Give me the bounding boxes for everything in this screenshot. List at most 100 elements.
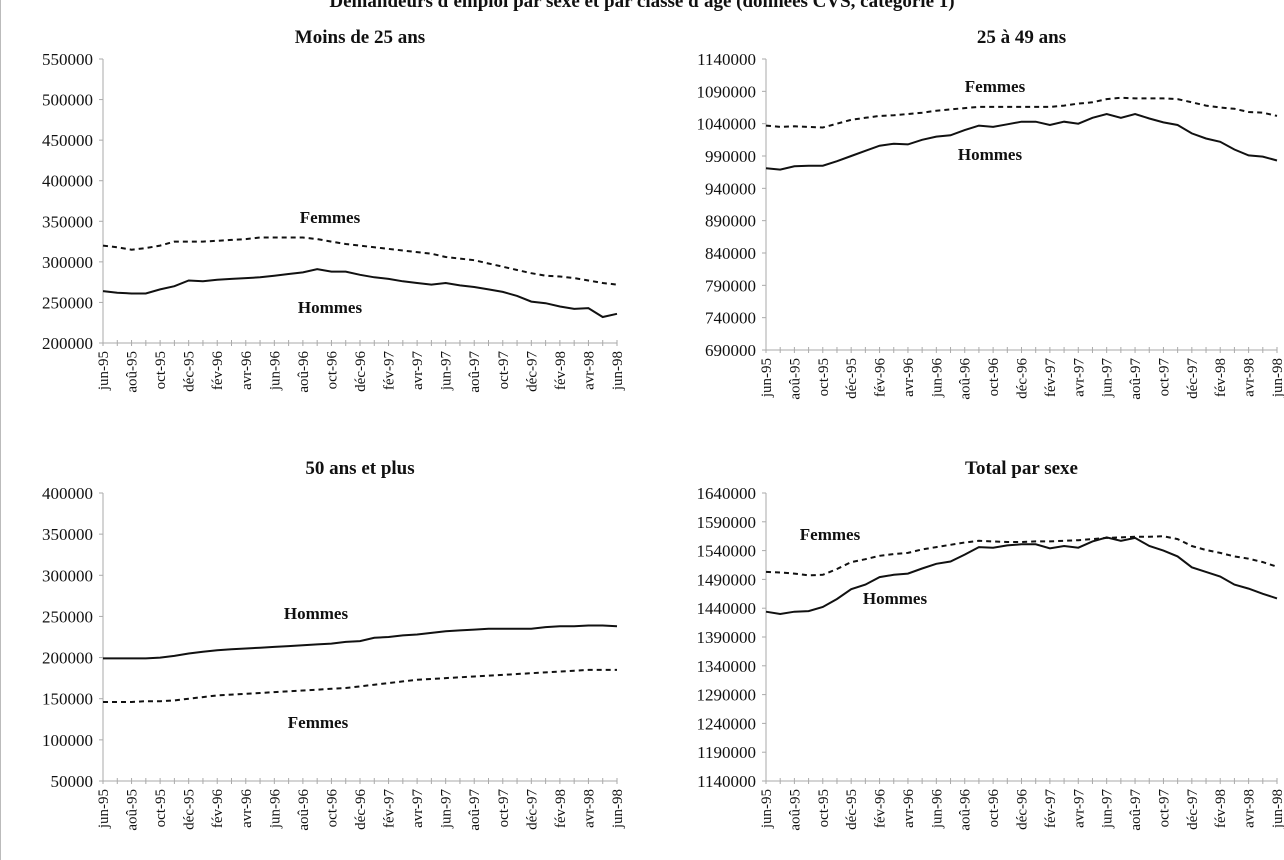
x-tick-label: avr-98 [1242,789,1258,828]
series-line-hommes [765,112,1278,171]
series-line-femmes [103,668,617,703]
x-tick-label: jun-97 [439,351,455,392]
x-tick-label: déc-95 [182,789,198,830]
y-tick-label: 890000 [705,212,756,231]
x-tick-label: aoû-97 [467,789,483,831]
x-tick-label: avr-96 [901,789,917,828]
y-tick-label: 150000 [42,690,93,709]
x-tick-label: jun-95 [759,789,775,829]
x-tick-label: oct-97 [496,351,512,390]
series-line-femmes [765,535,1278,577]
y-tick-label: 1490000 [697,570,757,589]
x-tick-label: aoû-95 [125,789,141,831]
y-tick-label: 1440000 [697,599,757,618]
y-tick-label: 1290000 [697,686,757,705]
y-tick-label: 1190000 [697,743,756,762]
series-line-hommes [102,268,618,319]
page-title: Demandeurs d'emploi par sexe et par clas… [329,0,955,12]
x-tick-label: oct-97 [1156,358,1172,397]
x-tick-label: fév-97 [382,351,398,391]
y-tick-label: 990000 [705,147,756,166]
x-tick-label: oct-95 [153,351,169,389]
x-tick-label: aoû-96 [296,351,312,393]
series-line-femmes [765,96,1278,129]
y-tick-label: 400000 [42,172,93,191]
y-tick-label: 450000 [42,131,93,150]
x-tick-label: déc-96 [353,351,369,392]
x-tick-label: jun-95 [96,351,112,391]
y-tick-label: 1040000 [697,115,757,134]
x-tick-label: oct-97 [1156,789,1172,828]
x-tick-label: jun-97 [439,789,455,830]
x-tick-label: oct-95 [816,789,832,827]
x-tick-label: oct-96 [986,358,1002,397]
y-tick-label: 690000 [705,341,756,360]
x-tick-label: oct-97 [496,789,512,828]
x-tick-label: avr-97 [1071,358,1087,397]
y-tick-label: 1090000 [697,82,757,101]
x-tick-label: déc-95 [844,789,860,830]
x-tick-label: avr-96 [239,789,255,828]
x-tick-label: aoû-95 [125,351,141,393]
x-tick-label: avr-96 [901,358,917,397]
series-label-hommes: Hommes [298,298,363,317]
x-tick-label: avr-96 [239,351,255,390]
y-tick-label: 50000 [51,772,94,791]
x-tick-label: déc-96 [1015,358,1031,399]
series-label-femmes: Femmes [965,77,1026,96]
chart-3: Total par sexe 1640000 1590000 1540000 14900… [697,458,1284,831]
chart-title: 25 à 49 ans [977,27,1066,48]
x-tick-label: oct-96 [986,789,1002,828]
x-tick-label: déc-97 [524,351,540,392]
series-line-femmes [102,236,618,286]
x-tick-label: aoû-95 [787,789,803,831]
y-tick-label: 400000 [42,484,93,503]
x-tick-label: jun-96 [929,358,945,399]
y-tick-label: 840000 [705,244,756,263]
y-tick-label: 1590000 [697,513,757,532]
x-tick-label: fév-98 [553,351,569,390]
series-line-hommes [765,536,1278,616]
x-tick-label: fév-96 [210,789,226,829]
series-label-femmes: Femmes [288,713,349,732]
x-tick-label: oct-95 [816,358,832,396]
x-tick-label: jun-98 [1270,358,1284,398]
x-tick-label: avr-97 [1071,789,1087,828]
y-tick-label: 300000 [42,253,93,272]
y-tick-label: 1540000 [697,542,757,561]
x-tick-label: oct-96 [324,789,340,828]
x-tick-label: avr-98 [1242,358,1258,397]
x-tick-label: fév-97 [382,789,398,829]
y-tick-label: 200000 [42,334,93,353]
y-tick-label: 740000 [705,309,756,328]
x-tick-label: déc-96 [1015,789,1031,830]
x-tick-label: déc-95 [182,351,198,392]
y-tick-label: 350000 [42,525,93,544]
x-tick-label: jun-96 [267,351,283,392]
x-tick-label: oct-95 [153,789,169,827]
chart-title: Total par sexe [965,458,1078,479]
chart-0: Moins de 25 ans 550000 500000 450000 400000 3… [42,27,626,393]
series-label-hommes: Hommes [863,589,928,608]
y-tick-label: 550000 [42,50,93,69]
x-tick-label: jun-95 [96,789,112,829]
chart-title: Moins de 25 ans [295,27,425,48]
x-tick-label: avr-98 [581,789,597,828]
x-tick-label: déc-97 [524,789,540,830]
y-tick-label: 350000 [42,212,93,231]
x-tick-label: jun-96 [929,789,945,830]
x-tick-label: jun-96 [267,789,283,830]
y-tick-label: 1340000 [697,657,757,676]
y-tick-label: 1640000 [697,484,757,503]
x-tick-label: avr-98 [581,351,597,390]
x-tick-label: déc-95 [844,358,860,399]
x-tick-label: fév-96 [210,351,226,391]
x-tick-label: avr-97 [410,789,426,828]
series-line-hommes [103,624,618,660]
x-tick-label: aoû-96 [296,789,312,831]
y-tick-label: 1240000 [697,714,757,733]
y-tick-label: 100000 [42,731,93,750]
x-tick-label: fév-96 [873,789,889,829]
